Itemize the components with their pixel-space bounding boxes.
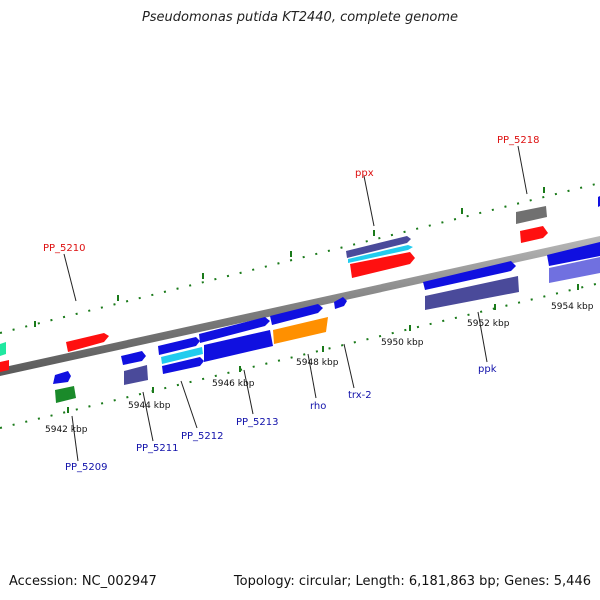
tick-label: 5946 kbp: [212, 379, 255, 389]
gene-label: rho: [310, 401, 326, 412]
gene-arrow: [162, 357, 204, 374]
gene-arrow: [124, 365, 148, 385]
tick-label: 5950 kbp: [381, 338, 424, 348]
gene-arrow: [423, 261, 516, 290]
gene-arrow: [520, 226, 548, 243]
gene-label: PP_5218: [497, 135, 540, 146]
gene-arrow: [425, 276, 519, 310]
gene-labels-top: PP_5210 ppx PP_5218: [43, 135, 540, 254]
gene-arrow: [516, 206, 547, 224]
major-ticks: [34, 187, 579, 413]
gene-arrow: [199, 317, 270, 343]
gene-arrow: [55, 386, 76, 403]
tick-labels: 5942 kbp 5944 kbp 5946 kbp 5948 kbp 5950…: [45, 302, 594, 435]
gene-arrow: [348, 245, 413, 263]
gene-label: ppx: [355, 168, 374, 179]
gene-arrow: [346, 236, 411, 258]
gene-label: trx-2: [348, 390, 372, 401]
gene-arrow: [270, 304, 323, 325]
gene-arrow: [547, 242, 600, 266]
tick-label: 5948 kbp: [296, 358, 339, 368]
gene-label: PP_5211: [136, 443, 179, 454]
gene-arrow: [121, 351, 146, 365]
gene-arrow: [0, 342, 6, 356]
gene-label: PP_5210: [43, 243, 86, 254]
gene-arrow: [66, 333, 109, 352]
tick-label: 5942 kbp: [45, 425, 88, 435]
gene-arrow: [161, 347, 203, 364]
map-title: Pseudomonas putida KT2440, complete geno…: [141, 10, 459, 25]
gene-arrow: [53, 371, 71, 384]
tick-label: 5952 kbp: [467, 319, 510, 329]
label-connectors: [63, 145, 528, 462]
gene-label: PP_5212: [181, 431, 224, 442]
genes-lower: [53, 257, 600, 403]
gene-arrow: [350, 252, 415, 278]
gene-arrow: [273, 317, 328, 344]
gene-arrow: [204, 330, 273, 362]
gene-labels-bottom: PP_5209 PP_5211 PP_5212 PP_5213 rho trx-…: [65, 364, 497, 473]
gene-label: ppk: [478, 364, 497, 375]
genome-summary: Topology: circular; Length: 6,181,863 bp…: [233, 574, 591, 589]
gene-arrow: [334, 297, 347, 309]
tick-label: 5944 kbp: [128, 401, 171, 411]
genes-upper: [0, 196, 600, 372]
gene-label: PP_5213: [236, 417, 279, 428]
tick-label: 5954 kbp: [551, 302, 594, 312]
gene-arrow: [0, 360, 9, 372]
gene-label: PP_5209: [65, 462, 108, 473]
accession-label: Accession: NC_002947: [9, 574, 157, 589]
gene-arrow: [158, 337, 200, 355]
genome-backbone: [0, 236, 600, 376]
gene-arrow: [549, 257, 600, 283]
